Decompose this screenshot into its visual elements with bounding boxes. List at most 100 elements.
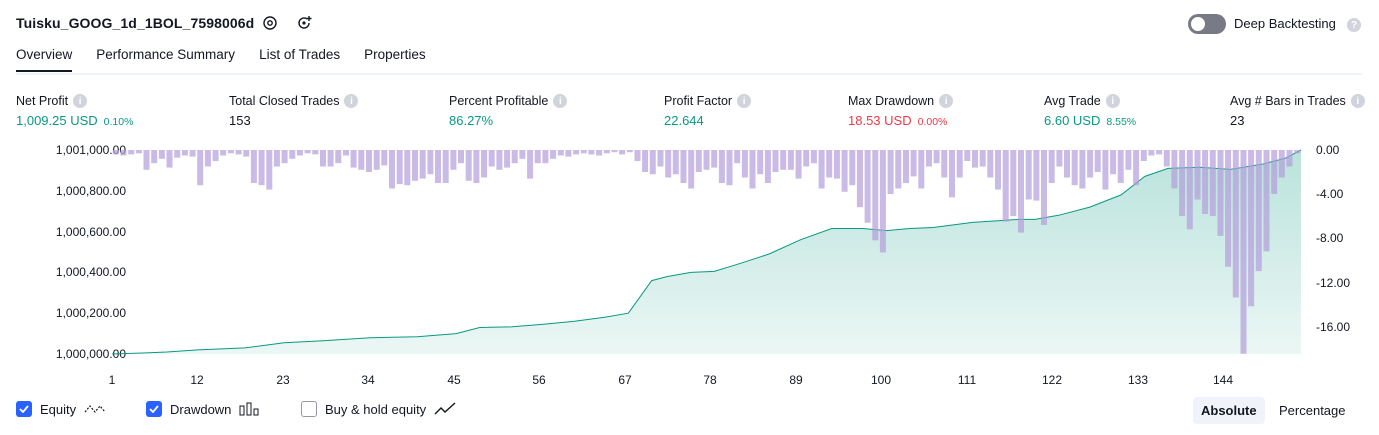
drawdown-bar — [1087, 150, 1094, 178]
drawdown-bar — [1217, 150, 1224, 236]
drawdown-bar — [941, 150, 948, 178]
drawdown-bar — [895, 150, 902, 189]
drawdown-bar — [1209, 150, 1216, 217]
deep-backtesting-label: Deep Backtesting — [1234, 16, 1336, 31]
drawdown-bar — [442, 150, 449, 183]
help-icon[interactable]: ? — [1347, 18, 1361, 32]
drawdown-checkbox[interactable] — [146, 401, 162, 417]
drawdown-bar — [995, 150, 1001, 190]
x-axis-tick: 56 — [532, 373, 546, 387]
drawdown-bar — [1033, 150, 1040, 201]
metric-value: 18.53 USD — [848, 113, 912, 128]
drawdown-bar — [343, 150, 349, 156]
report-tabs: Overview Performance Summary List of Tra… — [16, 47, 426, 72]
drawdown-bar — [1018, 150, 1024, 233]
drawdown-bar — [619, 150, 626, 155]
y-axis-tick: 1,000,400.00 — [55, 265, 126, 279]
equity-label: Equity — [40, 401, 77, 417]
x-axis-tick: 67 — [618, 373, 632, 387]
drawdown-bar — [511, 150, 518, 164]
tab-divider — [16, 73, 1362, 75]
drawdown-bar — [795, 150, 802, 179]
drawdown-bar — [396, 150, 403, 185]
info-icon[interactable]: i — [737, 94, 752, 108]
drawdown-bar — [534, 150, 541, 164]
add-to-chart-icon[interactable] — [293, 12, 315, 34]
drawdown-bar — [972, 150, 978, 168]
drawdown-bar — [987, 150, 994, 178]
tab-performance-summary[interactable]: Performance Summary — [96, 47, 236, 62]
drawdown-bar — [749, 150, 756, 189]
drawdown-bar — [473, 150, 480, 183]
drawdown-bar — [703, 150, 710, 170]
drawdown-bar — [642, 150, 649, 172]
drawdown-bar — [688, 150, 695, 189]
drawdown-bar — [695, 150, 702, 172]
metric-label: Total Closed Trades — [229, 94, 340, 108]
legend-equity[interactable]: Equity — [16, 401, 106, 417]
equity-checkbox[interactable] — [16, 401, 32, 417]
settings-icon[interactable] — [259, 12, 281, 34]
drawdown-bar — [718, 150, 725, 183]
tab-properties[interactable]: Properties — [364, 47, 426, 62]
drawdown-bar — [527, 150, 534, 179]
x-axis-tick: 34 — [361, 373, 375, 387]
metric-value: 6.60 USD — [1044, 113, 1101, 128]
info-icon[interactable]: i — [1350, 94, 1365, 108]
x-axis-tick: 111 — [957, 373, 977, 387]
drawdown-bar — [780, 150, 787, 170]
drawdown-bar — [258, 150, 265, 186]
metric-avg-bars-in-trades: Avg # Bars in Trades i 23 — [1230, 94, 1365, 128]
drawdown-bar — [389, 150, 395, 189]
drawdown-bar — [488, 150, 495, 167]
x-axis-tick: 133 — [1127, 373, 1149, 387]
drawdown-bar — [1117, 150, 1124, 183]
drawdown-bar — [496, 150, 503, 170]
drawdown-bar — [772, 150, 779, 172]
legend-drawdown[interactable]: Drawdown — [146, 401, 259, 417]
drawdown-bar — [550, 150, 557, 159]
drawdown-bar — [1232, 150, 1239, 298]
info-icon[interactable]: i — [344, 94, 359, 108]
buy-hold-checkbox[interactable] — [301, 401, 317, 417]
drawdown-bar — [1271, 150, 1278, 194]
metric-subvalue: 0.10% — [103, 116, 134, 128]
percentage-button[interactable]: Percentage — [1279, 403, 1346, 418]
drawdown-bar — [872, 150, 879, 241]
drawdown-bar — [956, 150, 963, 178]
x-axis-tick: 1 — [108, 373, 116, 387]
info-icon[interactable]: i — [1105, 94, 1120, 108]
drawdown-bar — [220, 150, 227, 156]
drawdown-bar — [412, 150, 418, 181]
metric-total-closed-trades: Total Closed Trades i 153 — [229, 94, 359, 128]
drawdown-bar — [1056, 150, 1063, 167]
drawdown-bar — [1094, 150, 1101, 172]
drawdown-bar — [458, 150, 464, 164]
absolute-button[interactable]: Absolute — [1193, 397, 1265, 424]
info-icon[interactable]: i — [73, 94, 88, 108]
tab-list-of-trades[interactable]: List of Trades — [259, 47, 341, 62]
drawdown-label: Drawdown — [170, 401, 232, 417]
metric-label: Max Drawdown — [848, 94, 935, 108]
y-axis-tick: 1,000,200.00 — [55, 306, 126, 320]
drawdown-bar — [1194, 150, 1201, 200]
drawdown-bar — [1133, 150, 1140, 186]
drawdown-bar — [350, 150, 357, 168]
x-axis-tick: 23 — [276, 373, 290, 387]
drawdown-bar — [1041, 150, 1047, 225]
drawdown-bar — [1263, 150, 1270, 252]
drawdown-bar — [312, 150, 319, 155]
drawdown-bar — [611, 150, 618, 153]
drawdown-bar — [918, 150, 925, 189]
drawdown-bar — [296, 150, 303, 156]
info-icon[interactable]: i — [939, 94, 954, 108]
legend-buy-hold[interactable]: Buy & hold equity — [301, 401, 456, 417]
tab-overview[interactable]: Overview — [16, 47, 73, 72]
drawdown-bar — [1079, 150, 1086, 189]
info-icon[interactable]: i — [553, 94, 568, 108]
drawdown-bar — [135, 150, 142, 154]
drawdown-bar — [1202, 150, 1209, 214]
drawdown-bar — [649, 150, 656, 175]
deep-backtesting-toggle[interactable] — [1188, 14, 1226, 34]
